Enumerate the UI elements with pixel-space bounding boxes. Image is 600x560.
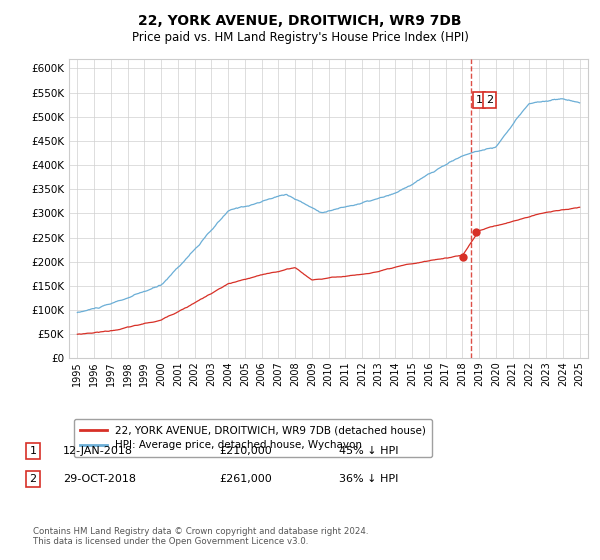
Text: 22, YORK AVENUE, DROITWICH, WR9 7DB: 22, YORK AVENUE, DROITWICH, WR9 7DB: [138, 14, 462, 28]
Text: 45% ↓ HPI: 45% ↓ HPI: [339, 446, 398, 456]
Text: 1: 1: [476, 95, 482, 105]
Text: £210,000: £210,000: [219, 446, 272, 456]
Text: 36% ↓ HPI: 36% ↓ HPI: [339, 474, 398, 484]
Legend: 22, YORK AVENUE, DROITWICH, WR9 7DB (detached house), HPI: Average price, detach: 22, YORK AVENUE, DROITWICH, WR9 7DB (det…: [74, 419, 432, 457]
Text: Price paid vs. HM Land Registry's House Price Index (HPI): Price paid vs. HM Land Registry's House …: [131, 31, 469, 44]
Text: £261,000: £261,000: [219, 474, 272, 484]
Text: 12-JAN-2018: 12-JAN-2018: [63, 446, 133, 456]
Text: Contains HM Land Registry data © Crown copyright and database right 2024.
This d: Contains HM Land Registry data © Crown c…: [33, 526, 368, 546]
Text: 2: 2: [485, 95, 493, 105]
Text: 1: 1: [29, 446, 37, 456]
Text: 29-OCT-2018: 29-OCT-2018: [63, 474, 136, 484]
Text: 2: 2: [29, 474, 37, 484]
